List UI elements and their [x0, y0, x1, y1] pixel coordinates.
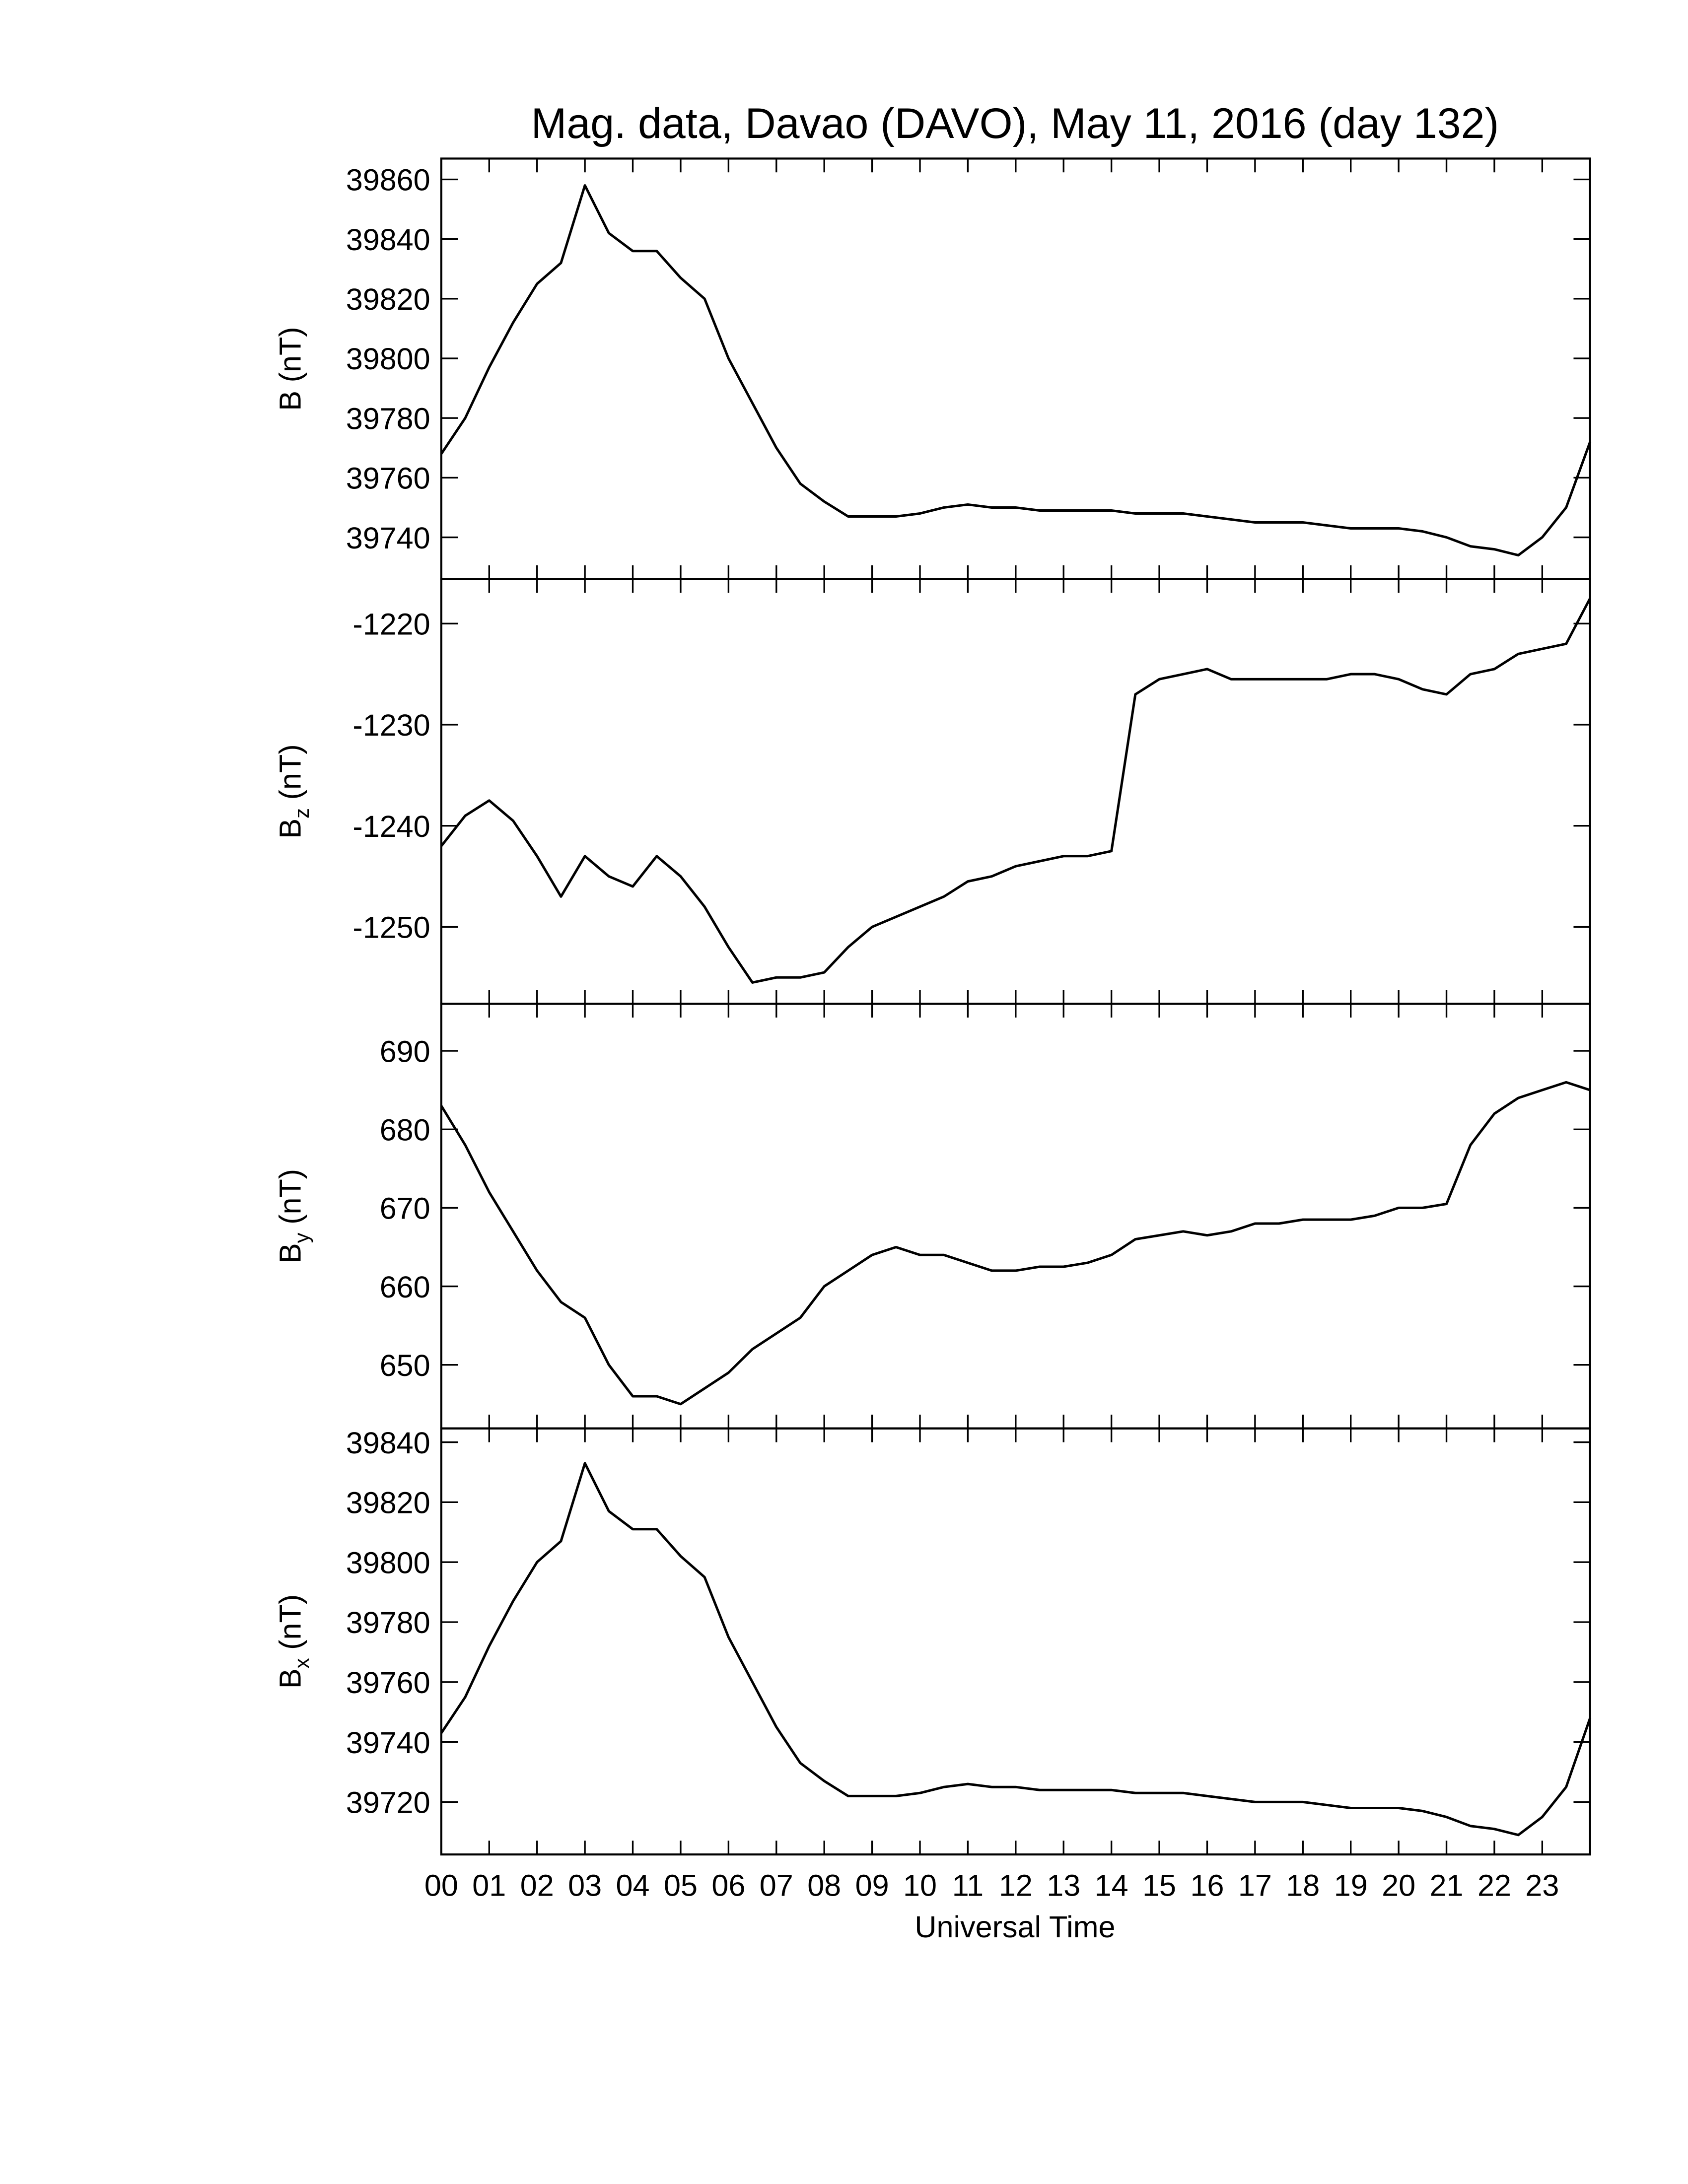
x-tick-label: 10 [903, 1868, 937, 1902]
x-tick-label: 04 [616, 1868, 650, 1902]
y-tick-label: 39800 [346, 342, 430, 376]
plot-frame [440, 1427, 1591, 1856]
y-tick-label: 660 [380, 1270, 430, 1304]
y-tick-label: -1240 [352, 810, 430, 843]
y-tick-label: 39840 [346, 1426, 430, 1460]
y-axis-label-unit: (nT) [274, 744, 307, 800]
x-tick-label: 16 [1190, 1868, 1224, 1902]
y-tick-label: -1230 [352, 708, 430, 742]
y-tick-label: 39860 [346, 163, 430, 197]
y-tick-label: 690 [380, 1034, 430, 1068]
y-tick-label: 680 [380, 1113, 430, 1147]
y-tick-label: -1250 [352, 911, 430, 945]
plot-frame [440, 578, 1591, 1005]
y-tick-label: -1220 [352, 608, 430, 641]
y-tick-label: 39720 [346, 1786, 430, 1820]
y-axis-label-main: B [274, 391, 307, 411]
x-tick-label: 19 [1334, 1868, 1368, 1902]
x-tick-label: 03 [568, 1868, 602, 1902]
y-axis-label-sub: z [290, 808, 313, 819]
x-tick-label: 22 [1477, 1868, 1511, 1902]
x-tick-label: 13 [1047, 1868, 1080, 1902]
data-line [440, 184, 1592, 557]
y-tick-label: 39760 [346, 462, 430, 495]
data-line [440, 598, 1591, 984]
plot-frame [440, 157, 1591, 580]
x-tick-label: 20 [1382, 1868, 1415, 1902]
x-tick-label: 02 [520, 1868, 554, 1902]
y-axis-label-main: B [274, 819, 307, 839]
y-tick-label: 39820 [346, 282, 430, 316]
y-axis-label-unit: (nT) [274, 1594, 307, 1650]
x-tick-label: 14 [1095, 1868, 1128, 1902]
x-tick-label: 00 [424, 1868, 458, 1902]
x-tick-label: 17 [1238, 1868, 1272, 1902]
y-axis-label-unit: (nT) [274, 327, 307, 382]
x-tick-label: 21 [1430, 1868, 1464, 1902]
y-axis-label: Bz (nT) [274, 744, 314, 838]
y-tick-label: 39740 [346, 1726, 430, 1760]
y-axis-label-sub: x [290, 1658, 313, 1668]
y-axis-label: B (nT) [274, 327, 307, 410]
plot-frame [440, 1003, 1591, 1430]
x-tick-label: 11 [952, 1868, 984, 1902]
x-tick-label: 01 [472, 1868, 506, 1902]
x-tick-label: 08 [807, 1868, 841, 1902]
y-axis-label: By (nT) [274, 1169, 314, 1263]
x-tick-label: 23 [1525, 1868, 1559, 1902]
chart-title: Mag. data, Davao (DAVO), May 11, 2016 (d… [531, 100, 1499, 147]
x-tick-label: 18 [1286, 1868, 1320, 1902]
x-tick-label: 05 [664, 1868, 698, 1902]
y-tick-label: 39820 [346, 1486, 430, 1520]
data-line [440, 1462, 1592, 1837]
y-axis-label-unit: (nT) [274, 1169, 307, 1225]
y-axis-label-sub: y [290, 1232, 313, 1243]
y-tick-label: 39780 [346, 402, 430, 435]
x-tick-label: 06 [711, 1868, 745, 1902]
x-tick-label: 09 [855, 1868, 889, 1902]
y-axis-label-main: B [274, 1243, 307, 1263]
y-tick-label: 650 [380, 1349, 430, 1382]
x-axis-label: Universal Time [914, 1910, 1115, 1944]
y-tick-label: 39840 [346, 223, 430, 257]
y-tick-label: 39760 [346, 1666, 430, 1700]
x-tick-label: 07 [760, 1868, 793, 1902]
y-tick-label: 39800 [346, 1546, 430, 1579]
y-tick-label: 670 [380, 1192, 430, 1226]
y-tick-label: 39740 [346, 521, 430, 555]
x-tick-label: 15 [1142, 1868, 1176, 1902]
y-axis-label-main: B [274, 1668, 307, 1689]
data-line [440, 1081, 1591, 1406]
y-axis-label: Bx (nT) [274, 1594, 314, 1689]
x-tick-label: 12 [999, 1868, 1033, 1902]
y-tick-label: 39780 [346, 1606, 430, 1639]
